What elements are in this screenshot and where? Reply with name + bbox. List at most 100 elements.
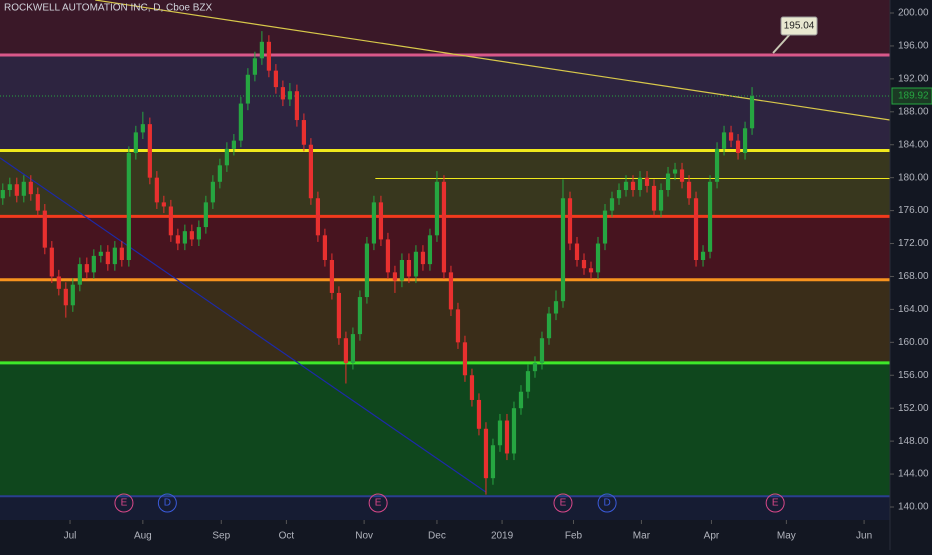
candle-body: [462, 342, 468, 376]
candle-body: [56, 276, 61, 289]
candle-body: [245, 74, 250, 104]
candle-body: [21, 181, 26, 196]
x-tick-label: Sep: [212, 531, 230, 542]
y-tick-label: 196.00: [898, 41, 929, 52]
candle-body: [210, 181, 215, 203]
y-tick-label: 144.00: [898, 469, 929, 480]
candle-body: [70, 284, 75, 306]
candle-body: [602, 210, 608, 244]
candle-body: [133, 132, 138, 153]
candle-body: [399, 260, 405, 281]
candle-body: [329, 260, 335, 293]
candle-body: [147, 124, 152, 178]
event-label: D: [603, 498, 610, 509]
last-price-label: 189.92: [898, 91, 929, 102]
zone-band: [0, 279, 890, 363]
x-tick-label: Mar: [633, 531, 651, 542]
candle-body: [189, 231, 194, 240]
event-label: E: [375, 498, 382, 509]
candle-body: [420, 251, 426, 265]
candle-body: [651, 185, 657, 211]
zone-band: [0, 54, 890, 151]
candle-body: [469, 375, 475, 400]
candle-body: [735, 140, 741, 153]
candle-body: [42, 210, 47, 248]
callout-box: [780, 16, 818, 36]
y-tick-label: 172.00: [898, 238, 929, 249]
candle-body: [63, 288, 68, 306]
candle-body: [343, 338, 349, 363]
candle-body: [483, 428, 489, 479]
candle-body: [35, 194, 40, 211]
candle-body: [490, 445, 496, 479]
candle-body: [742, 128, 748, 153]
x-tick-label: Oct: [279, 531, 295, 542]
candle-body: [175, 235, 180, 244]
candle-body: [357, 297, 363, 335]
candle-body: [546, 313, 552, 339]
candle-body: [77, 264, 82, 285]
event-marker: [553, 493, 573, 513]
candle-body: [378, 202, 384, 240]
chart-title: ROCKWELL AUTOMATION INC, D, Cboe BZX: [4, 3, 213, 14]
event-marker: [114, 493, 134, 513]
candle-body: [728, 132, 734, 141]
plot-area: [0, 0, 891, 520]
candle-body: [637, 177, 643, 191]
last-price-box: [891, 87, 932, 105]
candle-body: [749, 96, 755, 129]
x-tick-label: Apr: [704, 531, 720, 542]
candle-body: [658, 190, 664, 211]
candle-body: [588, 268, 594, 273]
candle-body: [539, 338, 545, 363]
candle-body: [623, 181, 629, 191]
x-tick-label: Aug: [134, 531, 152, 542]
candle-body: [112, 247, 117, 265]
candle-body: [98, 251, 103, 256]
candle-body: [630, 181, 636, 191]
candle-body: [609, 198, 615, 211]
candle-body: [714, 148, 720, 182]
candle-body: [441, 181, 447, 273]
candle-body: [182, 231, 187, 244]
candle-body: [238, 103, 243, 141]
callout-pointer: [772, 32, 792, 54]
candle-body: [448, 272, 454, 310]
candle-body: [14, 184, 19, 196]
zone-band: [0, 496, 890, 520]
candle-body: [203, 202, 208, 228]
candle-body: [497, 420, 503, 446]
y-tick-label: 176.00: [898, 205, 929, 216]
candle-body: [413, 251, 419, 277]
candle-body: [665, 173, 671, 191]
trend-line: [0, 157, 487, 493]
y-tick-label: 168.00: [898, 271, 929, 282]
candle-body: [427, 235, 433, 265]
y-tick-label: 188.00: [898, 106, 929, 117]
y-tick-label: 184.00: [898, 139, 929, 150]
candle-body: [553, 301, 559, 314]
x-tick-label: Feb: [565, 531, 583, 542]
candle-body: [721, 132, 727, 149]
candle-body: [168, 206, 173, 236]
candle-body: [301, 120, 307, 145]
candle-body: [126, 152, 131, 260]
candle-body: [217, 165, 222, 182]
x-tick-label: Jun: [856, 531, 872, 542]
event-marker: [597, 493, 617, 513]
candle-body: [49, 247, 54, 277]
candle-body: [273, 70, 278, 88]
candle-body: [119, 247, 124, 260]
candle-body: [105, 251, 110, 265]
zone-band: [0, 362, 890, 497]
x-tick-label: Dec: [428, 531, 446, 542]
candle-body: [0, 190, 5, 199]
candle-body: [693, 198, 699, 260]
event-label: E: [121, 498, 128, 509]
candle-body: [532, 362, 538, 372]
candle-body: [560, 198, 566, 302]
candle-body: [385, 239, 391, 273]
event-marker: [368, 493, 388, 513]
x-tick-label: 2019: [491, 531, 514, 542]
candle-body: [616, 190, 622, 199]
